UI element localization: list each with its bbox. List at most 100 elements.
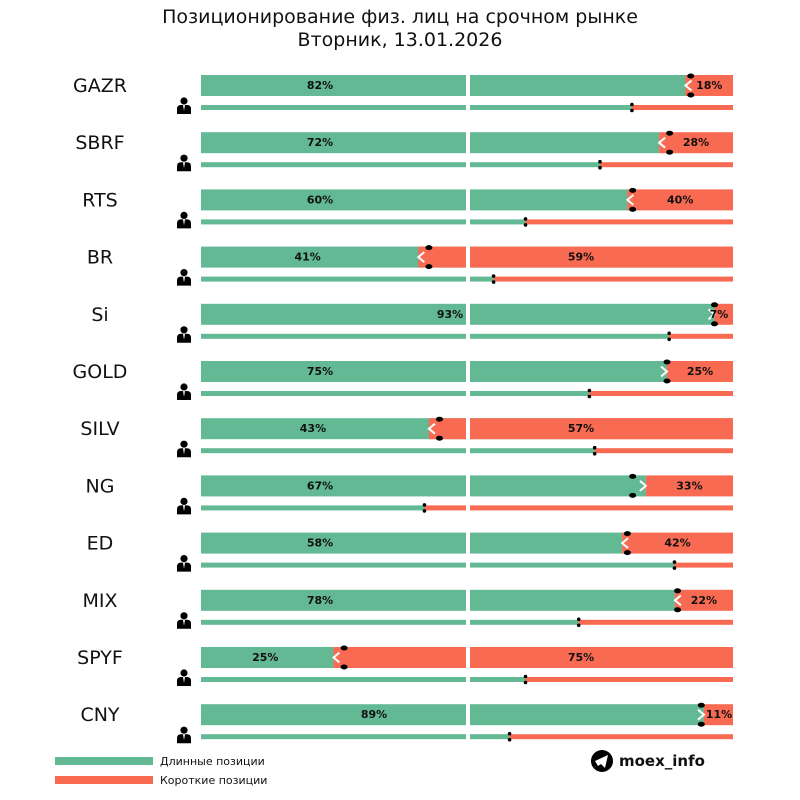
long-pct-label: 58% (307, 537, 333, 550)
bar-long (469, 303, 715, 325)
change-arrow-head (697, 708, 706, 721)
sub-bar-divider (466, 733, 470, 741)
sub-bar-short (600, 162, 733, 168)
row-br: BR 41% 59% (87, 244, 733, 286)
long-pct-label: 41% (294, 251, 320, 264)
ticker-label: MIX (82, 590, 117, 612)
bar-divider (466, 473, 470, 499)
ticker-label: BR (87, 247, 113, 269)
bar-divider (466, 73, 470, 98)
change-arrow-head (660, 365, 669, 378)
change-arrow (660, 365, 669, 378)
bar-long-overview (201, 532, 466, 554)
change-arrow (697, 708, 706, 721)
row-silv: SILV 43% 57% (80, 416, 733, 458)
investor-icon-head (180, 440, 188, 448)
sub-bar-long (201, 562, 675, 568)
bar-short-overview (333, 647, 466, 668)
change-arrow-head (657, 136, 666, 149)
investor-icon-head (180, 383, 188, 391)
previous-marker-top (629, 187, 637, 193)
sub-bar-long (201, 391, 590, 396)
investor-icon-tie (183, 162, 185, 169)
change-arrow (416, 251, 425, 263)
sub-marker-bottom (523, 223, 528, 227)
bar-divider (466, 702, 470, 728)
sub-bar-divider (466, 218, 470, 226)
chart-subtitle: Вторник, 13.01.2026 (297, 29, 503, 51)
sub-bar-divider (466, 104, 470, 111)
previous-marker-bottom (666, 149, 674, 155)
previous-marker-bottom (711, 321, 719, 327)
sub-marker-bottom (422, 509, 427, 513)
previous-marker-top (425, 245, 433, 251)
sub-bar-short (578, 619, 733, 625)
bar-short-zoom (469, 418, 733, 440)
ticker-label: GAZR (73, 75, 127, 97)
long-pct-label: 43% (300, 422, 326, 435)
legend-swatch-long (55, 757, 153, 765)
bar-divider (466, 187, 470, 213)
long-pct-label: 89% (361, 708, 387, 721)
previous-marker-top (666, 130, 674, 136)
investor-icon-head (180, 154, 188, 162)
change-arrow (639, 480, 648, 492)
change-arrow (673, 594, 682, 607)
bar-short (703, 704, 733, 726)
previous-marker-bottom (663, 378, 671, 384)
change-arrow (657, 136, 666, 149)
investor-icon-head (180, 669, 188, 677)
sub-bar-divider (466, 618, 470, 626)
bar-short-zoom (469, 246, 733, 268)
sub-marker-top (422, 503, 427, 507)
previous-marker-top (674, 588, 682, 594)
sub-marker-bottom (667, 337, 671, 342)
telegram-icon-plane (595, 755, 608, 768)
long-pct-label: 82% (307, 79, 333, 92)
long-pct-label: 78% (307, 594, 333, 607)
ticker-label: CNY (80, 704, 119, 726)
investor-icon (177, 440, 191, 458)
bar-short (674, 589, 733, 611)
sub-bar-long (201, 734, 510, 740)
sub-bar-short (509, 734, 733, 740)
investor-icon-tie (183, 677, 185, 683)
investor-icon-tie (183, 105, 185, 111)
previous-marker-top (711, 302, 719, 308)
investor-icon-head (180, 555, 188, 563)
bar-divider (466, 587, 470, 613)
ticker-label: Si (91, 304, 108, 326)
legend-label-long: Длинные позиции (160, 755, 265, 768)
sub-marker-top (630, 102, 634, 107)
sub-marker-bottom (592, 451, 597, 456)
sub-bar-divider (466, 676, 470, 683)
bar-divider (466, 130, 470, 156)
investor-icon (177, 154, 191, 172)
sub-bar-short (424, 505, 733, 511)
short-pct-label: 33% (676, 479, 702, 492)
bar-long (469, 532, 623, 554)
sub-bar-divider (466, 504, 470, 512)
previous-marker-bottom (436, 435, 443, 441)
long-pct-label: 93% (437, 308, 463, 321)
short-pct-label: 28% (683, 136, 709, 149)
sub-bar-short (525, 219, 733, 225)
investor-icon-head (180, 269, 188, 277)
sub-marker-top (523, 217, 528, 221)
sub-bar-long (201, 677, 526, 682)
investor-icon-tie (183, 562, 185, 569)
investor-icon (177, 612, 191, 629)
long-pct-label: 75% (307, 365, 333, 378)
investor-icon (177, 269, 191, 286)
sub-bar-long (201, 276, 494, 282)
bar-divider (466, 530, 470, 556)
investor-icon-tie (183, 619, 185, 626)
short-pct-label: 59% (568, 251, 594, 264)
sub-bar-short (589, 391, 733, 396)
short-pct-label: 40% (667, 193, 693, 206)
investor-icon-head (180, 612, 188, 620)
change-arrow-head (683, 79, 693, 92)
previous-marker-bottom (623, 550, 631, 556)
row-ng: NG 67% 33% (86, 473, 733, 515)
